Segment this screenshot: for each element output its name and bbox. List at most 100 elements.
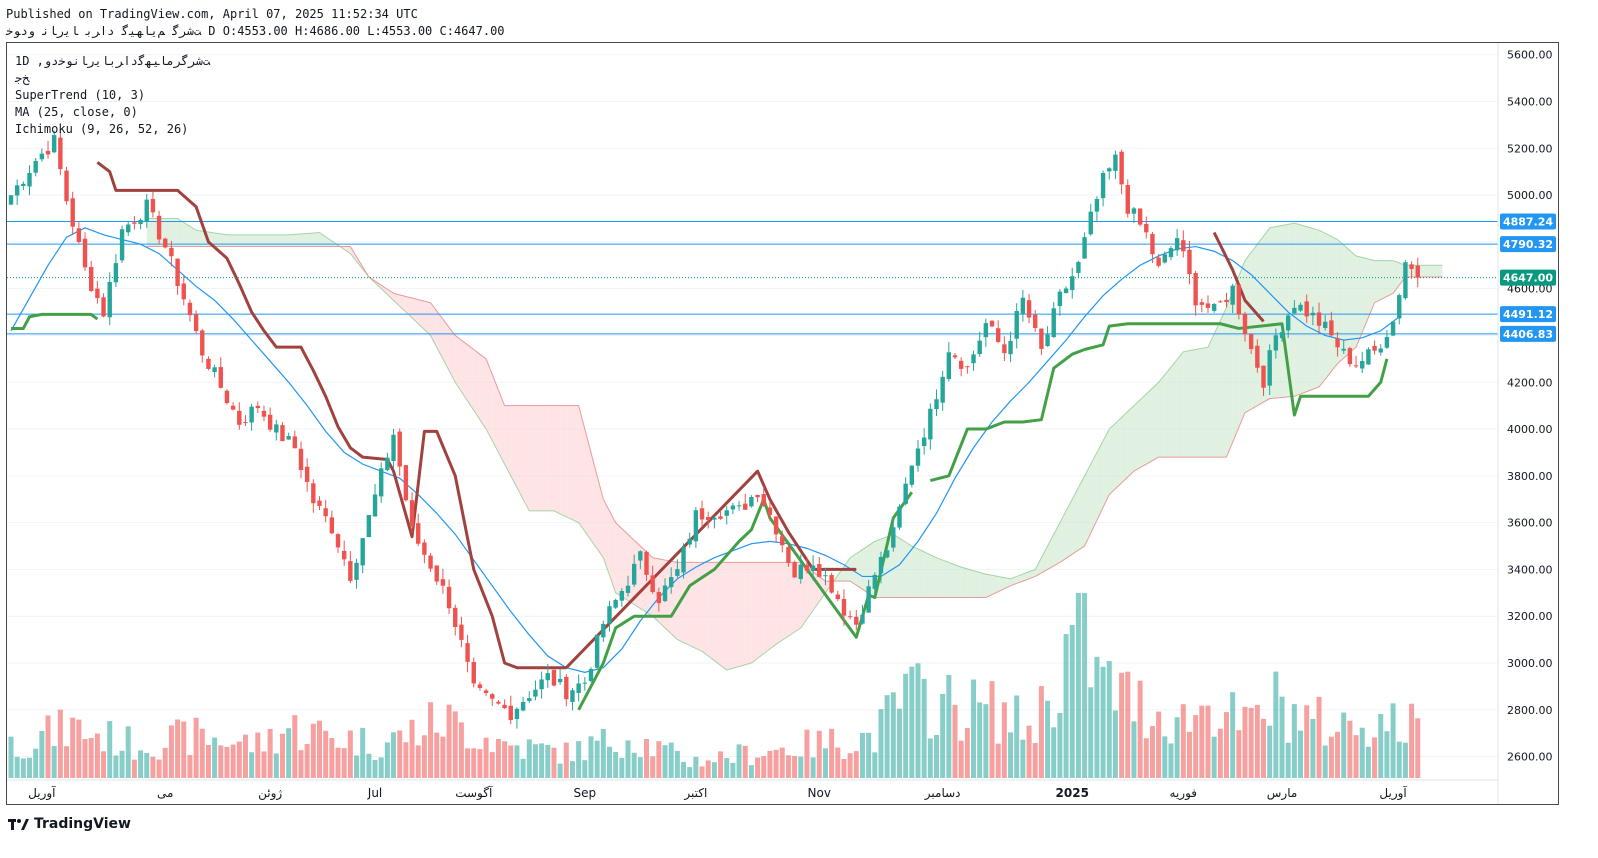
volume-bar	[471, 748, 477, 778]
cloud-segment	[751, 562, 758, 664]
volume-bar	[983, 704, 989, 778]
legend-supertrend[interactable]: SuperTrend (10, 3)	[15, 88, 145, 102]
cloud-segment	[1436, 265, 1443, 277]
candle-body	[1397, 295, 1402, 319]
tradingview-logo[interactable]: TradingView	[8, 815, 131, 833]
candle-body	[743, 503, 748, 510]
volume-bar	[1199, 705, 1205, 778]
cloud-segment	[1430, 265, 1437, 277]
candle-body	[761, 494, 766, 506]
cloud-segment	[1207, 333, 1215, 458]
price-chart[interactable]: 2600.00 2800.00 3000.00 3200.00 3400.00 3600.…	[7, 43, 1558, 804]
candle-body	[1366, 349, 1371, 365]
price-axis[interactable]: 2600.00 2800.00 3000.00 3200.00 3400.00 3600.…	[1507, 49, 1553, 764]
cloud-segment	[911, 546, 918, 598]
volume-bar	[606, 746, 612, 778]
volume-bar	[218, 745, 224, 778]
price-tick-label: 3800.00	[1507, 470, 1553, 483]
cloud-segment	[220, 233, 227, 247]
volume-bar	[168, 725, 174, 778]
candle-body	[89, 266, 94, 291]
candle-body	[965, 366, 970, 368]
cloud-segment	[1078, 475, 1085, 551]
candle-body	[372, 494, 378, 517]
cloud-segment	[1177, 351, 1184, 458]
tradingview-logo-icon	[8, 819, 29, 830]
volume-bar	[971, 679, 977, 778]
candle-body	[1292, 307, 1297, 314]
chart-frame[interactable]: 2600.00 2800.00 3000.00 3200.00 3400.00 3600.…	[6, 42, 1559, 805]
volume-bar	[502, 741, 508, 778]
legend-ma[interactable]: MA (25, close, 0)	[15, 105, 138, 119]
volume-bar	[446, 704, 452, 778]
volume-bar	[1082, 593, 1088, 778]
candle-body	[1014, 310, 1019, 339]
cloud-segment	[455, 335, 462, 392]
candle-body	[335, 534, 341, 548]
cloud-segment	[350, 246, 357, 262]
volume-bar	[594, 740, 600, 778]
cloud-segment	[788, 562, 795, 637]
candle-body	[829, 575, 834, 593]
candle-body	[64, 170, 69, 202]
candle-body	[212, 367, 217, 373]
supertrend-up-segment	[11, 312, 99, 330]
candle-body	[878, 556, 884, 574]
volume-bar	[354, 755, 360, 778]
volume-bar	[64, 746, 70, 778]
time-tick-label: دسامبر	[924, 786, 961, 801]
volume-bar	[261, 751, 267, 778]
candle-body	[699, 508, 705, 520]
volume-bar	[101, 751, 107, 778]
candle-body	[724, 510, 729, 516]
horizontal-lines	[7, 220, 1498, 335]
legend-ichimoku[interactable]: Ichimoku (9, 26, 52, 26)	[15, 122, 188, 136]
candle-body	[1174, 238, 1180, 251]
cloud-segment	[313, 232, 320, 247]
volume-bar	[33, 748, 39, 778]
ichimoku-cloud	[146, 217, 1443, 671]
candle-body	[1335, 338, 1340, 348]
candle-body	[8, 195, 14, 205]
volume-bar	[1242, 706, 1248, 778]
cloud-segment	[806, 567, 814, 620]
volume-bar	[175, 719, 181, 778]
cloud-segment	[1294, 223, 1301, 397]
candle-body	[884, 550, 890, 558]
volume-bar	[205, 745, 211, 778]
candle-body	[1070, 276, 1075, 291]
volume-bar	[650, 756, 656, 778]
candle-body	[817, 564, 822, 577]
volume-bar	[1143, 738, 1149, 778]
candle-body	[903, 483, 908, 504]
cloud-segment	[985, 574, 993, 598]
volume-bar	[347, 730, 353, 778]
cloud-segment	[1380, 260, 1387, 300]
candle-body	[150, 198, 156, 213]
candle-body	[317, 500, 322, 506]
chart-legend: 1D ,ﺖﺷﺮﮔﺮﻣﺎﯿﻬﮔﺩﺍﺮﺑﺎﯾﺭﺎﻧﻮﺧﺩﻭ ﺦﺟ SuperTren…	[14, 54, 211, 136]
volume-bar	[841, 758, 847, 778]
volume-bar	[964, 727, 970, 778]
candle-body	[409, 500, 415, 527]
volume-bar	[125, 726, 131, 778]
candle-body	[1020, 297, 1026, 314]
volume-bar	[113, 755, 119, 778]
volume-bar	[699, 766, 705, 778]
volume-bar	[1304, 705, 1310, 778]
volume-bar	[39, 731, 45, 778]
candle-body	[533, 689, 538, 697]
candle-body	[230, 405, 236, 410]
candle-body	[1193, 273, 1198, 306]
volume-bar	[1119, 672, 1125, 778]
candle-body	[841, 598, 847, 616]
volume-bar	[144, 752, 150, 778]
cloud-segment	[1066, 499, 1073, 559]
candle-body	[693, 510, 699, 542]
candle-body	[119, 229, 125, 261]
candle-body	[76, 228, 82, 242]
candle-body	[1088, 211, 1093, 235]
time-axis[interactable]: آوریل می ژوئن Jul آگوست Sep اکتبر Nov دسامبر 2025…	[28, 785, 1407, 801]
candle-body	[712, 517, 717, 520]
cloud-segment	[467, 344, 474, 411]
